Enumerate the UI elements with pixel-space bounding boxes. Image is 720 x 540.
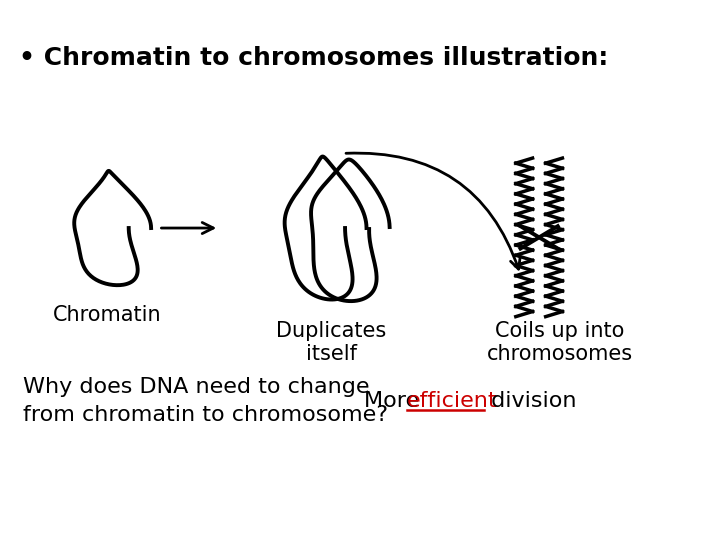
Text: More: More bbox=[364, 392, 426, 411]
Text: Duplicates
itself: Duplicates itself bbox=[276, 321, 386, 365]
Text: Chromatin: Chromatin bbox=[53, 306, 161, 326]
Text: • Chromatin to chromosomes illustration:: • Chromatin to chromosomes illustration: bbox=[19, 46, 608, 70]
Text: Why does DNA need to change: Why does DNA need to change bbox=[23, 377, 370, 397]
Text: Coils up into
chromosomes: Coils up into chromosomes bbox=[487, 321, 633, 365]
Text: division: division bbox=[484, 392, 577, 411]
Text: efficient: efficient bbox=[407, 392, 498, 411]
Text: from chromatin to chromosome?: from chromatin to chromosome? bbox=[23, 405, 388, 425]
